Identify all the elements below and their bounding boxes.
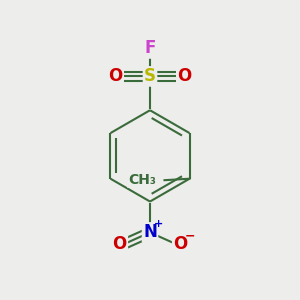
- Text: CH₃: CH₃: [128, 173, 156, 187]
- Text: F: F: [144, 39, 156, 57]
- Text: +: +: [154, 219, 163, 229]
- Text: O: O: [108, 68, 123, 85]
- Text: O: O: [177, 68, 192, 85]
- Text: −: −: [185, 230, 196, 243]
- Text: N: N: [143, 224, 157, 242]
- Text: O: O: [173, 235, 188, 253]
- Text: O: O: [112, 235, 127, 253]
- Text: S: S: [144, 68, 156, 85]
